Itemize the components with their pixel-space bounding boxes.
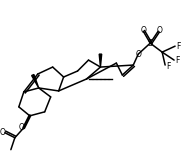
Text: O: O: [135, 50, 141, 59]
Text: F: F: [166, 62, 170, 70]
Polygon shape: [32, 74, 39, 88]
Text: O: O: [19, 123, 25, 132]
Text: F: F: [175, 56, 179, 65]
Text: O: O: [140, 26, 146, 35]
Polygon shape: [99, 54, 102, 67]
Text: O: O: [156, 26, 162, 35]
Text: O: O: [0, 128, 6, 137]
Text: S: S: [148, 39, 153, 48]
Text: F: F: [176, 42, 180, 51]
